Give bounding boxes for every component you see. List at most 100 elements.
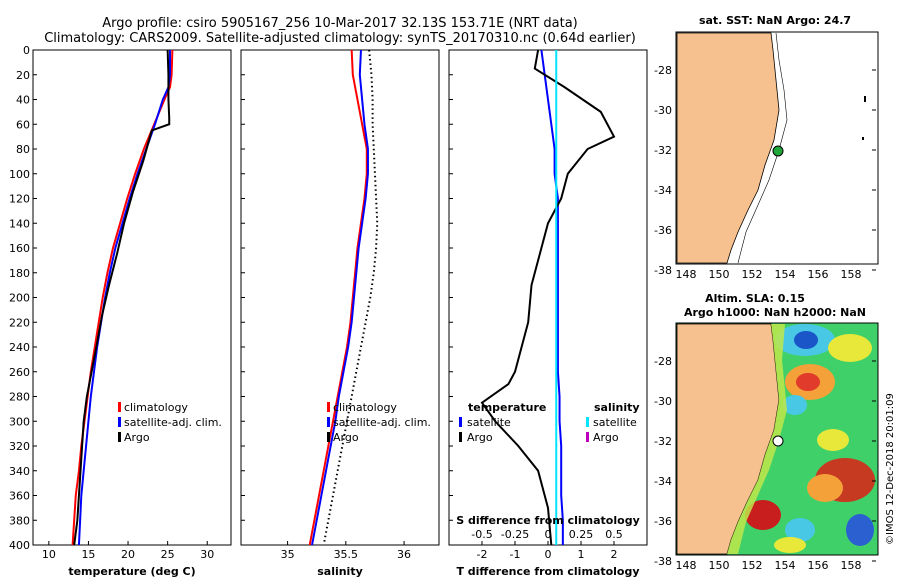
sla-anomaly-red bbox=[796, 373, 820, 391]
depth-tick-label: 120 bbox=[9, 193, 30, 206]
depth-tick-label: 140 bbox=[9, 217, 30, 230]
map-lat-label: -36 bbox=[654, 224, 672, 237]
map-lon-label: 154 bbox=[775, 268, 796, 281]
s-difference-label: S difference from climatology bbox=[456, 514, 640, 527]
depth-tick-label: 340 bbox=[9, 465, 30, 478]
salinity-legend-argo: Argo bbox=[333, 431, 359, 444]
salinity-xlabel: salinity bbox=[317, 565, 363, 578]
depth-tick-label: 200 bbox=[9, 292, 30, 305]
legend-swatch-satellite bbox=[118, 417, 121, 427]
sla-anomaly-red-2 bbox=[745, 500, 781, 530]
map-lat-label: -28 bbox=[654, 64, 672, 77]
difference-xlabel: T difference from climatology bbox=[456, 565, 639, 578]
series-line-satellite-adj-clim- bbox=[77, 50, 172, 546]
x-tick-label: 15 bbox=[81, 548, 95, 561]
sla-anomaly-blue-2 bbox=[846, 514, 874, 546]
map-lat-label: -36 bbox=[654, 515, 672, 528]
depth-tick-label: 300 bbox=[9, 415, 30, 428]
x-tick-label: 20 bbox=[121, 548, 135, 561]
depth-tick-label: 80 bbox=[16, 143, 30, 156]
series-line-temperature-satellite bbox=[540, 49, 564, 545]
difference-plot-frame bbox=[448, 49, 648, 546]
map-lat-label: -38 bbox=[654, 264, 672, 277]
difference-plot bbox=[480, 49, 616, 546]
s-tick-label: -0.25 bbox=[501, 528, 529, 541]
temperature-legend-climatology: climatology bbox=[124, 401, 188, 414]
series-line-argo bbox=[322, 49, 379, 546]
salinity-plot-frame bbox=[240, 49, 440, 546]
sla-map-ticks: -28 -30 -32 -34 -36 -38 148 150 152 154 156 158 bbox=[654, 355, 876, 572]
x-tick-label: 1 bbox=[578, 548, 585, 561]
sla-anomaly-cyan-2 bbox=[783, 395, 807, 415]
series-line-temperature-argo bbox=[480, 49, 616, 546]
sst-map-title: sat. SST: NaN Argo: 24.7 bbox=[699, 14, 851, 27]
sla-anomaly-yellow-2 bbox=[817, 429, 849, 451]
depth-tick-label: 280 bbox=[9, 391, 30, 404]
map-lon-label: 156 bbox=[808, 268, 829, 281]
imos-credit: ©IMOS 12-Dec-2018 20:01:09 bbox=[885, 393, 896, 545]
s-tick-label: -0.5 bbox=[471, 528, 492, 541]
s-difference-ticks: -0.5 -0.25 0 0.25 0.5 bbox=[471, 528, 622, 541]
x-tick-label: 35.5 bbox=[334, 548, 359, 561]
s-tick-label: 0.5 bbox=[605, 528, 623, 541]
map-lon-label: 158 bbox=[841, 559, 862, 572]
legend-swatch-argo bbox=[327, 432, 330, 442]
map-lat-label: -32 bbox=[654, 435, 672, 448]
difference-x-ticks: -2 -1 0 1 2 bbox=[477, 541, 618, 561]
sla-anomaly-orange-2 bbox=[807, 474, 843, 502]
temperature-plot-frame bbox=[32, 49, 232, 546]
legend-swatch-climatology bbox=[327, 402, 330, 412]
sst-map-ticks: -28 -30 -32 -34 -36 -38 148 150 152 154 156 158 bbox=[654, 64, 876, 281]
temperature-legend: climatology satellite-adj. clim. Argo bbox=[118, 401, 222, 444]
map-lat-label: -38 bbox=[654, 555, 672, 568]
series-line-argo bbox=[73, 49, 171, 546]
argo-location-marker-sla bbox=[772, 435, 784, 447]
x-tick-label: 35 bbox=[281, 548, 295, 561]
figure-title-line2: Climatology: CARS2009. Satellite-adjuste… bbox=[44, 31, 636, 46]
legend-swatch-argo bbox=[118, 432, 121, 442]
figure-title-line1: Argo profile: csiro 5905167_256 10-Mar-2… bbox=[102, 16, 578, 31]
map-lat-label: -28 bbox=[654, 355, 672, 368]
x-tick-label: -2 bbox=[477, 548, 488, 561]
salinity-plot bbox=[308, 49, 379, 546]
map-lon-label: 154 bbox=[775, 559, 796, 572]
legend-swatch-s-argo bbox=[586, 432, 589, 442]
legend-t-satellite: satellite bbox=[467, 416, 511, 429]
sla-anomaly-blue bbox=[794, 331, 818, 349]
map-lon-label: 150 bbox=[709, 559, 730, 572]
sst-map-land bbox=[676, 32, 780, 264]
sla-map-title2: Argo h1000: NaN h2000: NaN bbox=[684, 306, 866, 319]
map-lat-label: -30 bbox=[654, 395, 672, 408]
map-lon-label: 148 bbox=[676, 559, 697, 572]
x-tick-label: 10 bbox=[42, 548, 56, 561]
salinity-legend: climatology satellite-adj. clim. Argo bbox=[327, 401, 431, 444]
legend-swatch-satellite bbox=[327, 417, 330, 427]
map-lon-label: 152 bbox=[742, 268, 763, 281]
map-lon-label: 150 bbox=[709, 268, 730, 281]
depth-tick-label: 60 bbox=[16, 118, 30, 131]
legend-swatch-t-satellite bbox=[459, 417, 462, 427]
depth-tick-label: 160 bbox=[9, 242, 30, 255]
series-line-satellite-adj-clim- bbox=[311, 49, 369, 546]
depth-tick-label: 260 bbox=[9, 366, 30, 379]
depth-tick-label: 20 bbox=[16, 69, 30, 82]
temperature-xlabel: temperature (deg C) bbox=[68, 565, 195, 578]
s-tick-label: 0.25 bbox=[569, 528, 594, 541]
sla-map-title1: Altim. SLA: 0.15 bbox=[705, 292, 805, 305]
legend-title-temperature: temperature bbox=[468, 401, 546, 414]
temperature-legend-satellite: satellite-adj. clim. bbox=[124, 416, 222, 429]
legend-swatch-s-satellite bbox=[586, 417, 589, 427]
sst-map bbox=[675, 31, 879, 265]
map-lat-label: -32 bbox=[654, 144, 672, 157]
depth-axis-labels: 0 20 40 60 80 100 120 140 160 180 200 220 240 260 280 3… bbox=[9, 44, 453, 552]
difference-legend: temperature satellite Argo salinity sate… bbox=[459, 401, 640, 444]
legend-swatch-climatology bbox=[118, 402, 121, 412]
sla-map bbox=[675, 322, 879, 556]
x-tick-label: 36 bbox=[397, 548, 411, 561]
temperature-plot bbox=[71, 49, 174, 546]
legend-swatch-t-argo bbox=[459, 432, 462, 442]
series-line-climatology bbox=[308, 49, 368, 546]
x-tick-label: -1 bbox=[510, 548, 521, 561]
island-mark-2 bbox=[862, 137, 864, 140]
